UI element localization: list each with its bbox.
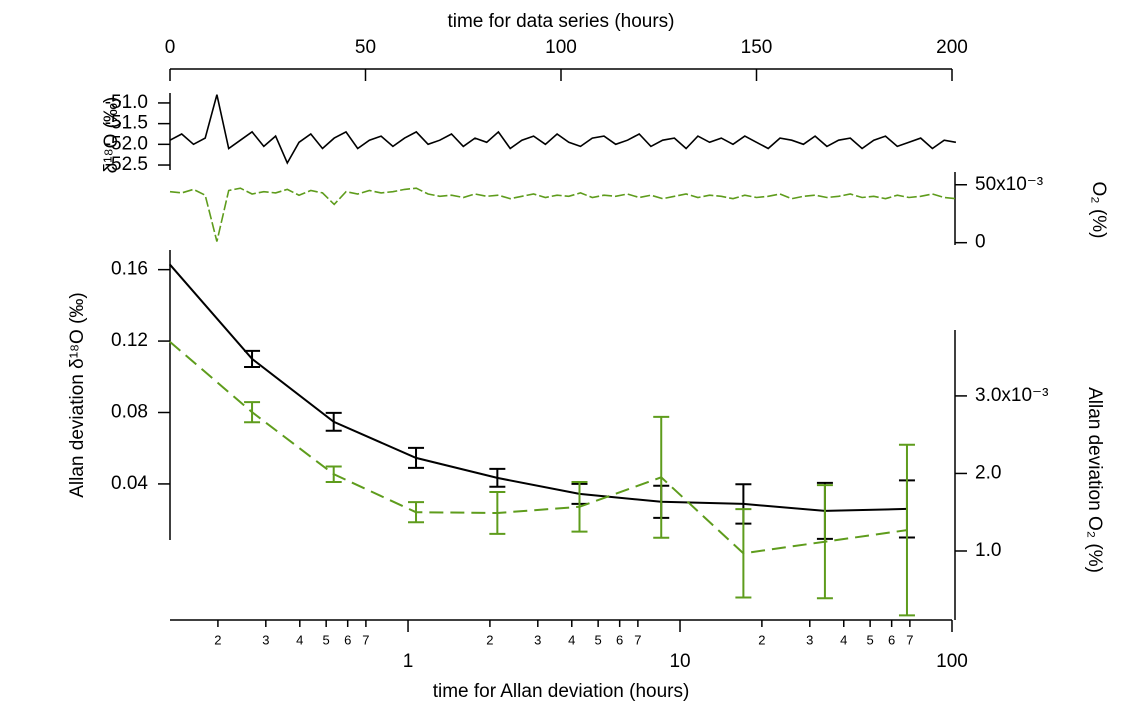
x-tick-label: 7 xyxy=(906,632,913,647)
y2-tick-label: 3.0x10⁻³ xyxy=(975,385,1048,406)
x-tick-label: 7 xyxy=(634,632,641,647)
series-line xyxy=(168,263,908,512)
y-tick-label: 0.08 xyxy=(111,402,148,423)
x-axis-title: time for Allan deviation (hours) xyxy=(433,681,690,702)
x-tick-label: 2 xyxy=(758,632,765,647)
x-tick-label: 3 xyxy=(262,632,269,647)
y2-tick-label: 50x10⁻³ xyxy=(975,174,1043,195)
error-bar xyxy=(489,491,506,535)
x-tick-label: 1 xyxy=(403,651,414,672)
x-tick-label: 4 xyxy=(840,632,847,647)
series-line xyxy=(169,187,956,242)
error-bar xyxy=(898,443,915,617)
error-bar xyxy=(325,465,342,483)
y-tick-label: 0.12 xyxy=(111,330,148,351)
x-tick-label: 6 xyxy=(888,632,895,647)
series-line xyxy=(169,340,908,555)
x-tick-label: 6 xyxy=(616,632,623,647)
x-tick-label: 2 xyxy=(214,632,221,647)
y2-tick-label: 0 xyxy=(975,232,986,253)
error-bar xyxy=(735,508,752,599)
x-tick-label: 5 xyxy=(867,632,874,647)
y-axis-title: δ¹⁸O (‰) xyxy=(101,97,122,174)
x-tick-label: 5 xyxy=(595,632,602,647)
x-axis-title: time for data series (hours) xyxy=(447,11,674,32)
error-bar xyxy=(653,415,670,539)
error-bar xyxy=(571,480,588,533)
y-tick-label: -52.5 xyxy=(105,154,148,175)
x-tick-label: 3 xyxy=(806,632,813,647)
x-tick-label: 6 xyxy=(344,632,351,647)
x-tick-label: 10 xyxy=(669,651,690,672)
series-line xyxy=(169,94,957,165)
y2-axis-title: Allan deviation O₂ (%) xyxy=(1084,387,1105,573)
error-bar xyxy=(325,411,342,432)
x-tick-label: 7 xyxy=(362,632,369,647)
x-tick-label: 100 xyxy=(545,37,577,58)
y-tick-label: -51.5 xyxy=(105,113,148,134)
x-tick-label: 4 xyxy=(568,632,575,647)
y2-axis-title: O₂ (%) xyxy=(1088,182,1109,239)
x-tick-label: 50 xyxy=(355,37,376,58)
error-bar xyxy=(244,401,261,424)
x-tick-label: 150 xyxy=(741,37,773,58)
y-axis-title: Allan deviation δ¹⁸O (‰) xyxy=(67,292,88,498)
error-bar xyxy=(489,467,506,488)
x-tick-label: 4 xyxy=(296,632,303,647)
error-bar xyxy=(408,446,425,469)
x-tick-label: 2 xyxy=(486,632,493,647)
error-bar xyxy=(244,349,261,368)
x-tick-label: 5 xyxy=(323,632,330,647)
error-bar xyxy=(408,501,425,524)
y-tick-label: 0.16 xyxy=(111,259,148,280)
error-bar xyxy=(816,484,833,600)
x-tick-label: 0 xyxy=(165,37,176,58)
x-tick-label: 100 xyxy=(936,651,968,672)
x-tick-label: 200 xyxy=(936,37,968,58)
y-tick-label: 0.04 xyxy=(111,473,148,494)
x-tick-label: 3 xyxy=(534,632,541,647)
y-tick-label: -51.0 xyxy=(105,92,148,113)
y-tick-label: -52.0 xyxy=(105,133,148,154)
y2-tick-label: 2.0 xyxy=(975,462,1001,483)
y2-tick-label: 1.0 xyxy=(975,540,1001,561)
